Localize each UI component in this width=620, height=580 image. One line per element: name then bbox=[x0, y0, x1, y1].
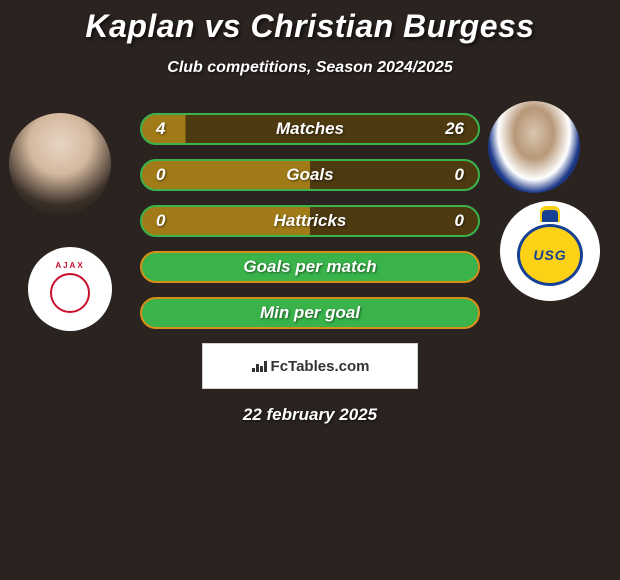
stat-value-right: 0 bbox=[455, 211, 464, 231]
stat-value-left: 4 bbox=[156, 119, 165, 139]
stat-value-right: 0 bbox=[455, 165, 464, 185]
stat-label: Matches bbox=[276, 119, 344, 139]
player1-club-badge bbox=[28, 247, 112, 331]
stat-bars: 4 Matches 26 0 Goals 0 0 Hattricks 0 Goals per ma… bbox=[140, 113, 480, 329]
ajax-logo-icon bbox=[40, 259, 100, 319]
stat-bar: Min per goal bbox=[140, 297, 480, 329]
branding-panel: FcTables.com bbox=[202, 343, 418, 389]
page-title: Kaplan vs Christian Burgess bbox=[0, 8, 620, 45]
date-label: 22 february 2025 bbox=[0, 405, 620, 425]
stat-bar: Goals per match bbox=[140, 251, 480, 283]
player1-avatar bbox=[9, 113, 111, 215]
main-panel: 4 Matches 26 0 Goals 0 0 Hattricks 0 Goals per ma… bbox=[0, 113, 620, 425]
stat-label: Goals per match bbox=[243, 257, 376, 277]
stat-value-left: 0 bbox=[156, 165, 165, 185]
player2-avatar bbox=[488, 101, 580, 193]
stat-label: Goals bbox=[286, 165, 333, 185]
title-player1: Kaplan bbox=[85, 8, 195, 44]
comparison-card: Kaplan vs Christian Burgess Club competi… bbox=[0, 0, 620, 425]
stat-label: Hattricks bbox=[274, 211, 347, 231]
stat-bar: 0 Goals 0 bbox=[140, 159, 480, 191]
player2-club-badge bbox=[500, 201, 600, 301]
bar-chart-icon bbox=[251, 359, 267, 373]
stat-label: Min per goal bbox=[260, 303, 360, 323]
stat-bar: 0 Hattricks 0 bbox=[140, 205, 480, 237]
branding-text: FcTables.com bbox=[271, 358, 370, 375]
title-player2: Christian Burgess bbox=[250, 8, 534, 44]
title-vs: vs bbox=[204, 8, 241, 44]
stat-bar: 4 Matches 26 bbox=[140, 113, 480, 145]
subtitle: Club competitions, Season 2024/2025 bbox=[0, 59, 620, 77]
stat-value-left: 0 bbox=[156, 211, 165, 231]
stat-value-right: 26 bbox=[445, 119, 464, 139]
usg-logo-icon bbox=[515, 216, 585, 286]
